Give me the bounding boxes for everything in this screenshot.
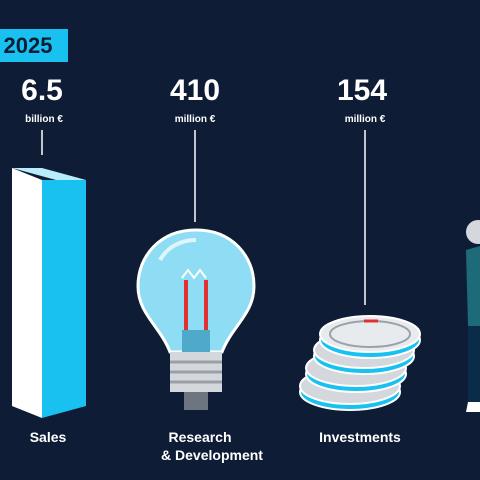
figure-label: Sales [30,429,67,445]
sales-column [12,168,86,418]
person-illustration [466,220,480,412]
figure-value: 6.5 [21,74,63,107]
coin-stack [299,315,421,411]
figure-unit: million € [345,114,386,125]
figure-value: 154 [337,74,387,107]
figure-unit: million € [175,114,216,125]
figure-label: & Development [161,447,263,463]
figure-label: Research [168,429,231,445]
light-bulb [136,228,256,410]
year-badge [0,29,68,62]
year: 2025 [4,33,53,58]
figure-unit: billion € [25,114,63,125]
figure-label: Investments [319,429,401,445]
figure-value: 410 [170,74,220,107]
